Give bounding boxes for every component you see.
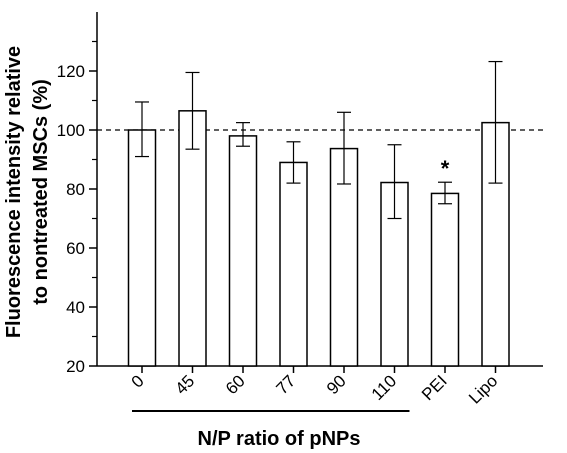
x-tick-label-45: 45: [172, 371, 199, 398]
y-tick-label-100: 100: [57, 121, 85, 140]
y-axis-label-line2: to nontreated MSCs (%): [30, 79, 52, 305]
x-tick-label-110: 110: [368, 371, 401, 404]
x-tick-label-90: 90: [323, 371, 350, 398]
y-tick-label-80: 80: [66, 180, 85, 199]
x-tick-label-60: 60: [222, 371, 249, 398]
x-tick-label-PEI: PEI: [418, 371, 451, 404]
y-axis-label-line1: Fluorescence intensity relative: [3, 46, 25, 338]
bar-77: [279, 161, 308, 367]
x-tick-label-Lipo: Lipo: [465, 371, 501, 407]
y-tick-label-120: 120: [57, 62, 85, 81]
bar-60: [228, 135, 258, 367]
bar-0: [127, 129, 157, 367]
x-tick-label-0: 0: [128, 371, 148, 391]
y-tick-label-60: 60: [66, 239, 85, 258]
y-tick-label-40: 40: [66, 298, 85, 317]
plot-area: 20 40 60 80 100 120 0 45 60 77 90 110 PEI Lipo *: [57, 12, 543, 412]
bar-PEI: [430, 192, 460, 367]
x-axis-label: N/P ratio of pNPs: [198, 428, 361, 450]
significance-asterisk: *: [441, 156, 450, 181]
y-tick-label-20: 20: [66, 357, 85, 376]
x-tick-label-77: 77: [273, 371, 300, 398]
